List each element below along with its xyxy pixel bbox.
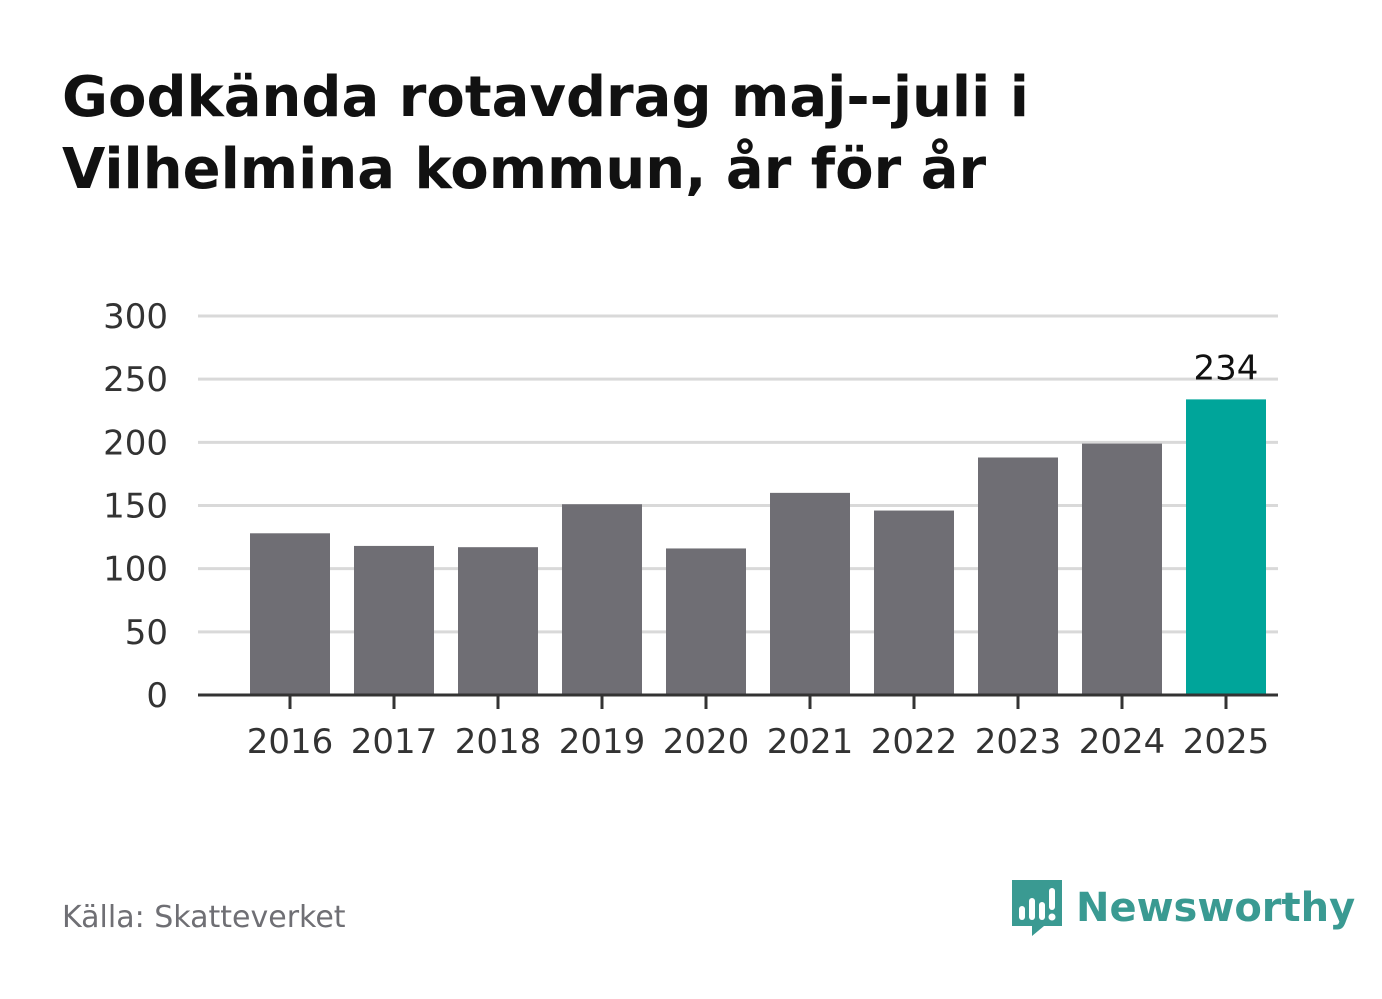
y-axis-ticks: 0 50 100 150 200 250 300 (103, 297, 168, 716)
bar-2021 (770, 492, 850, 695)
data-labels: 234 (1194, 348, 1259, 388)
newsworthy-logo-icon (1012, 880, 1062, 936)
bar-2017 (354, 545, 434, 695)
x-tick-label: 2017 (351, 722, 438, 762)
bar-2022 (874, 510, 954, 695)
x-tick-label: 2021 (767, 722, 854, 762)
bar-2018 (458, 547, 538, 695)
brand-logo: Newsworthy (1010, 878, 1355, 938)
bar-2016 (250, 533, 330, 695)
y-tick-label: 200 (103, 423, 168, 463)
chart-title: Godkända rotavdrag maj--juli i Vilhelmin… (62, 65, 1029, 202)
brand-name: Newsworthy (1076, 885, 1356, 931)
x-tick-label: 2024 (1079, 722, 1166, 762)
x-tick-label: 2016 (247, 722, 334, 762)
y-tick-label: 250 (103, 360, 168, 400)
bar-2025 (1186, 399, 1266, 695)
data-label: 234 (1194, 348, 1259, 388)
y-tick-label: 300 (103, 297, 168, 337)
x-tick-label: 2022 (871, 722, 958, 762)
x-tick-label: 2019 (559, 722, 646, 762)
bars (250, 399, 1266, 695)
x-tick-label: 2018 (455, 722, 542, 762)
y-tick-label: 100 (103, 550, 168, 590)
bar-2023 (978, 457, 1058, 695)
bar-2020 (666, 548, 746, 695)
x-tick-label: 2020 (663, 722, 750, 762)
x-tick-label: 2023 (975, 722, 1062, 762)
bar-2024 (1082, 443, 1162, 695)
x-axis-ticks: 2016 2017 2018 2019 2020 2021 2022 2023 2024 2025 (247, 695, 1270, 762)
bar-2019 (562, 504, 642, 695)
y-tick-label: 50 (125, 613, 168, 653)
x-tick-label: 2025 (1183, 722, 1270, 762)
y-tick-label: 150 (103, 487, 168, 527)
source-note: Källa: Skatteverket (62, 900, 346, 935)
y-tick-label: 0 (146, 676, 168, 716)
